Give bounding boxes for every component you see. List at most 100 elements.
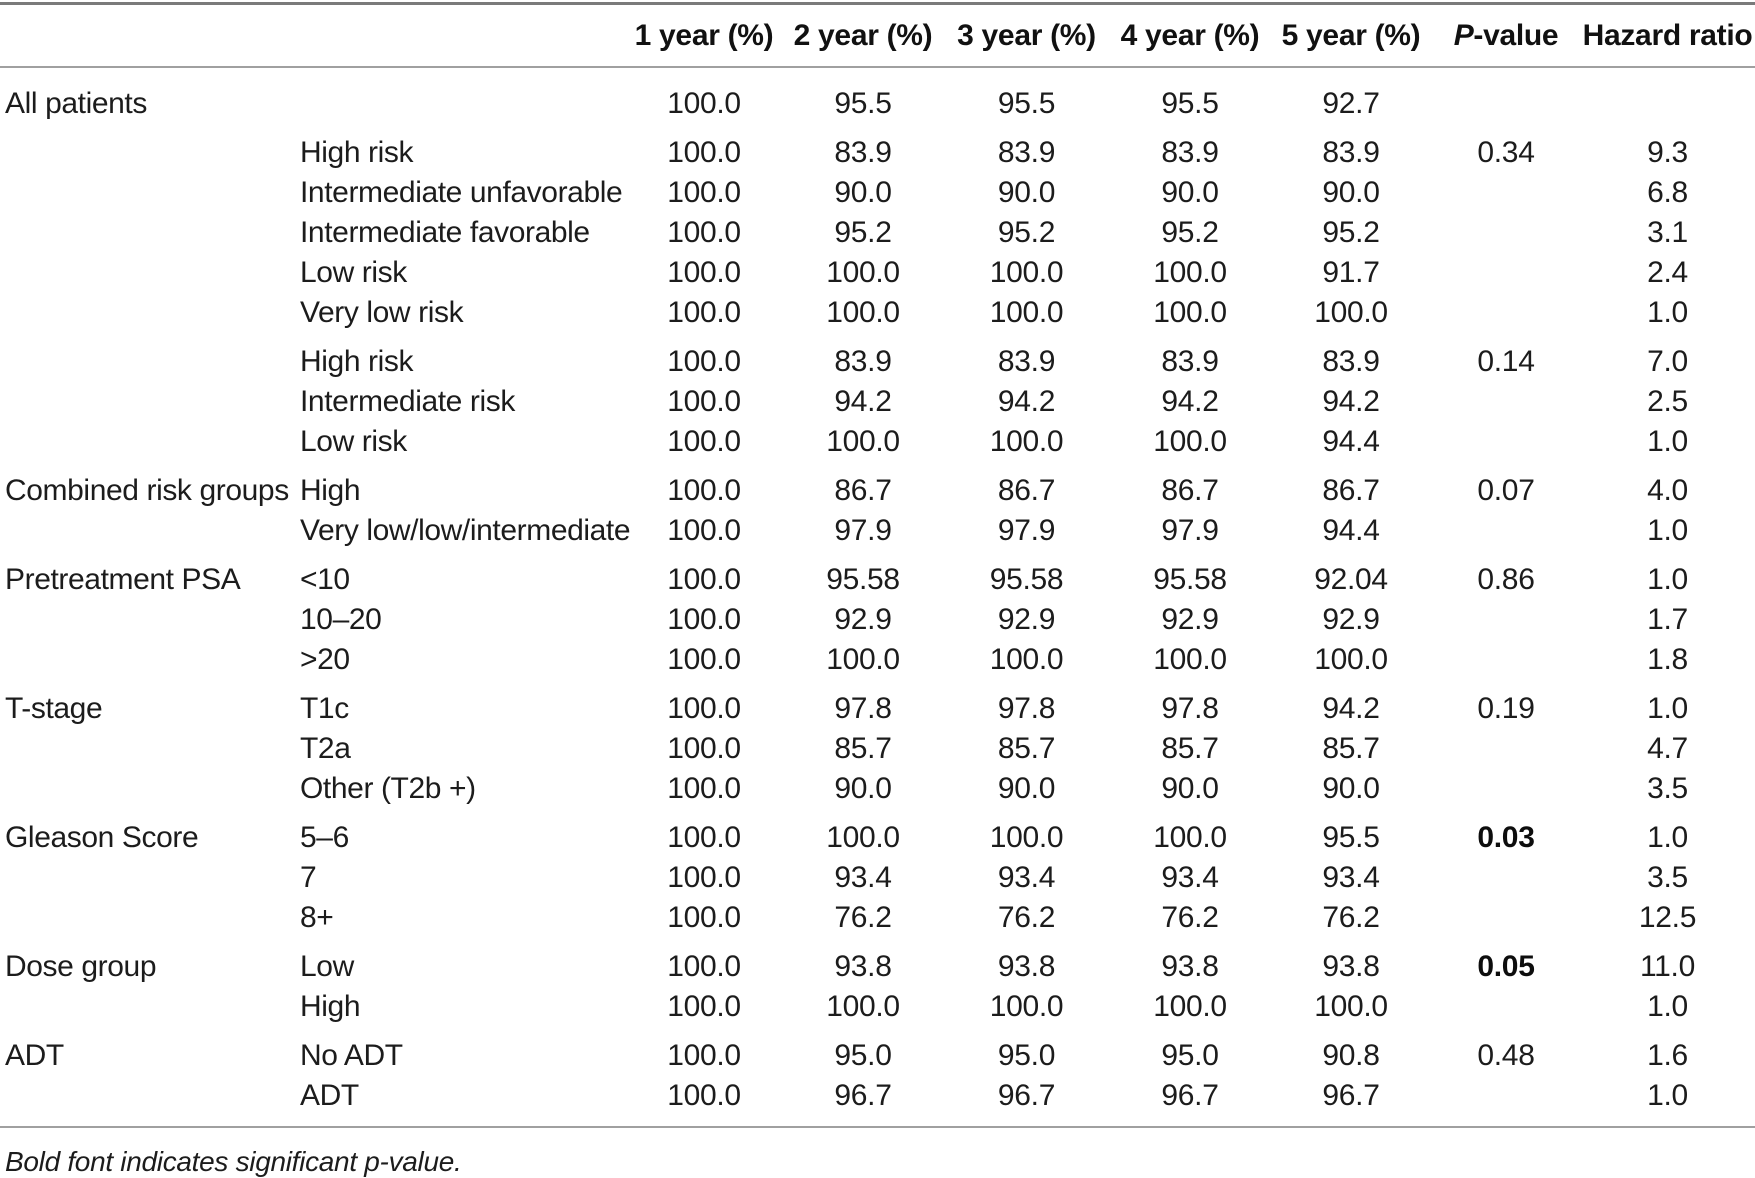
cell-3year-percent: 92.9 <box>997 603 1056 636</box>
cell-2year-percent: 86.7 <box>834 474 892 507</box>
header-empty-subgroup-cell <box>300 3 625 68</box>
cell-2year-percent: 93.8 <box>834 950 892 983</box>
row-subgroup-label: High risk <box>300 136 414 169</box>
cell-hazard-ratio: 1.0 <box>1647 1079 1688 1112</box>
cell-3year-percent: 100.0 <box>989 990 1064 1023</box>
cell-hazard-ratio: 1.7 <box>1647 603 1688 636</box>
table-row: High risk 100.0 83.9 83.9 83.9 83.9 0.34… <box>0 124 1755 173</box>
row-group-label <box>0 253 300 293</box>
row-group-label <box>0 898 300 938</box>
cell-4year-percent: 97.9 <box>1161 514 1219 547</box>
cell-pvalue <box>1432 173 1580 213</box>
row-group-label <box>0 173 300 213</box>
cell-4year-percent: 100.0 <box>1153 821 1227 854</box>
cell-4year-percent: 100.0 <box>1153 256 1227 289</box>
table-row: Gleason Score 5–6 100.0 100.0 100.0 100.… <box>0 809 1755 858</box>
cell-3year-percent: 90.0 <box>997 772 1056 805</box>
row-group-label <box>0 1076 300 1127</box>
cell-3year-percent: 95.0 <box>997 1039 1056 1072</box>
table-row: 10–20 100.0 92.9 92.9 92.9 92.9 1.7 <box>0 600 1755 640</box>
cell-3year-percent: 83.9 <box>997 136 1056 169</box>
cell-3year-percent: 100.0 <box>989 821 1064 854</box>
row-subgroup-label: Very low/low/intermediate <box>300 514 631 547</box>
table-row: Pretreatment PSA <10 100.0 95.58 95.58 9… <box>0 551 1755 600</box>
cell-4year-percent: 76.2 <box>1161 901 1219 934</box>
cell-1year-percent: 100.0 <box>667 563 741 596</box>
cell-3year-percent: 95.5 <box>997 87 1056 120</box>
row-group-label <box>0 600 300 640</box>
row-group-label: Combined risk groups <box>5 474 289 507</box>
cell-hazard-ratio: 3.1 <box>1647 216 1688 249</box>
cell-pvalue: 0.05 <box>1477 950 1535 983</box>
cell-1year-percent: 100.0 <box>667 425 741 458</box>
pvalue-italic-p: P <box>1453 18 1474 52</box>
cell-1year-percent: 100.0 <box>667 474 741 507</box>
cell-5year-percent: 92.9 <box>1322 603 1380 636</box>
col-header-2year: 2 year (%) <box>783 3 943 68</box>
cell-3year-percent: 86.7 <box>997 474 1056 507</box>
cell-4year-percent: 97.8 <box>1161 692 1219 725</box>
cell-2year-percent: 97.9 <box>834 514 892 547</box>
cell-2year-percent: 90.0 <box>834 176 892 209</box>
row-subgroup-label: 5–6 <box>300 821 349 854</box>
cell-pvalue <box>1432 213 1580 253</box>
table-row: Very low/low/intermediate 100.0 97.9 97.… <box>0 511 1755 551</box>
cell-2year-percent: 95.5 <box>834 87 892 120</box>
row-group-label <box>0 987 300 1027</box>
cell-hazard-ratio: 3.5 <box>1647 861 1688 894</box>
row-group-label: T-stage <box>5 692 103 725</box>
cell-hazard-ratio: 2.4 <box>1647 256 1688 289</box>
cell-3year-percent: 97.8 <box>997 692 1056 725</box>
cell-hazard-ratio: 11.0 <box>1640 950 1695 983</box>
cell-3year-percent: 83.9 <box>997 345 1056 378</box>
row-subgroup-label: High <box>300 990 361 1023</box>
cell-2year-percent: 97.8 <box>834 692 892 725</box>
cell-hazard-ratio: 1.0 <box>1647 514 1688 547</box>
table-row: 7 100.0 93.4 93.4 93.4 93.4 3.5 <box>0 858 1755 898</box>
cell-pvalue <box>1432 1076 1580 1127</box>
row-subgroup-label: T2a <box>300 732 351 765</box>
cell-5year-percent: 76.2 <box>1322 901 1380 934</box>
cell-1year-percent: 100.0 <box>667 256 741 289</box>
table-row: T2a 100.0 85.7 85.7 85.7 85.7 4.7 <box>0 729 1755 769</box>
cell-3year-percent: 97.9 <box>997 514 1056 547</box>
cell-4year-percent: 95.2 <box>1161 216 1219 249</box>
cell-pvalue <box>1432 858 1580 898</box>
cell-pvalue <box>1432 67 1580 124</box>
cell-pvalue: 0.34 <box>1477 136 1535 169</box>
cell-5year-percent: 92.04 <box>1314 563 1388 596</box>
col-header-1year: 1 year (%) <box>625 3 783 68</box>
cell-1year-percent: 100.0 <box>667 514 741 547</box>
table-row: ADT 100.0 96.7 96.7 96.7 96.7 1.0 <box>0 1076 1755 1127</box>
cell-3year-percent: 95.58 <box>989 563 1064 596</box>
cell-2year-percent: 83.9 <box>834 345 892 378</box>
table-footnote: Bold font indicates significant p-value. <box>5 1146 462 1177</box>
cell-4year-percent: 90.0 <box>1161 772 1219 805</box>
cell-pvalue <box>1432 769 1580 809</box>
cell-pvalue <box>1432 898 1580 938</box>
table-body: All patients 100.0 95.5 95.5 95.5 92.7 H… <box>0 67 1755 1127</box>
cell-4year-percent: 95.0 <box>1161 1039 1219 1072</box>
cell-5year-percent: 95.2 <box>1322 216 1380 249</box>
row-group-label <box>0 858 300 898</box>
cell-pvalue: 0.14 <box>1477 345 1535 378</box>
cell-5year-percent: 86.7 <box>1322 474 1380 507</box>
cell-5year-percent: 83.9 <box>1322 345 1380 378</box>
cell-hazard-ratio: 1.0 <box>1647 425 1688 458</box>
cell-1year-percent: 100.0 <box>667 176 741 209</box>
cell-5year-percent: 91.7 <box>1322 256 1380 289</box>
cell-4year-percent: 90.0 <box>1161 176 1219 209</box>
cell-1year-percent: 100.0 <box>667 216 741 249</box>
table-row: T-stage T1c 100.0 97.8 97.8 97.8 94.2 0.… <box>0 680 1755 729</box>
cell-5year-percent: 100.0 <box>1314 643 1388 676</box>
row-subgroup-label <box>300 67 625 124</box>
row-group-label <box>0 422 300 462</box>
cell-1year-percent: 100.0 <box>667 136 741 169</box>
cell-pvalue <box>1432 511 1580 551</box>
row-group-label <box>0 729 300 769</box>
cell-3year-percent: 100.0 <box>989 256 1064 289</box>
cell-1year-percent: 100.0 <box>667 990 741 1023</box>
cell-3year-percent: 94.2 <box>997 385 1056 418</box>
cell-3year-percent: 100.0 <box>989 296 1064 329</box>
cell-5year-percent: 94.2 <box>1322 385 1380 418</box>
